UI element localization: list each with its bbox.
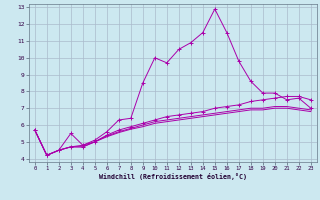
X-axis label: Windchill (Refroidissement éolien,°C): Windchill (Refroidissement éolien,°C) xyxy=(99,173,247,180)
